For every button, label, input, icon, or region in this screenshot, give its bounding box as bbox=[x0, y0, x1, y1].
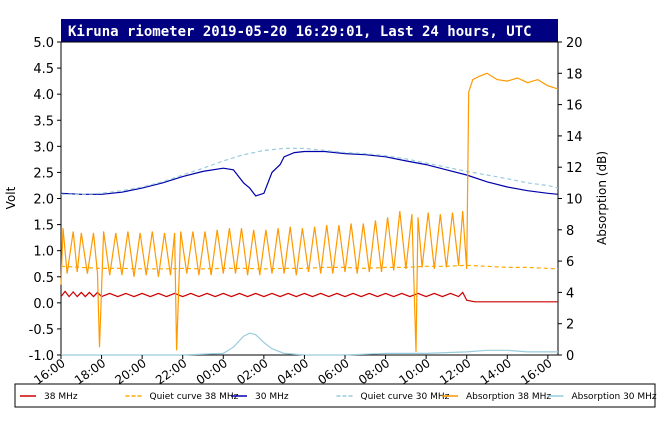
legend: 38 MHz Quiet curve 38 MHz 30 MHz Quiet curv… bbox=[20, 392, 657, 402]
y-tick-label: 0.0 bbox=[33, 297, 54, 312]
x-tick-label: 22:00 bbox=[153, 356, 189, 387]
x-tick-label: 14:00 bbox=[478, 356, 514, 387]
y2-tick-label: 8 bbox=[566, 224, 574, 239]
y-tick-label: -0.5 bbox=[29, 323, 54, 338]
legend-label: 38 MHz bbox=[44, 392, 78, 402]
series-line-absorption-38-mhz bbox=[60, 72, 559, 352]
y2-tick-label: 10 bbox=[566, 193, 583, 208]
y-tick-label: 5.0 bbox=[33, 36, 54, 51]
x-tick-label: 08:00 bbox=[356, 356, 392, 387]
y2-tick-label: 12 bbox=[566, 161, 583, 176]
y2-axis-label: Absorption (dB) bbox=[595, 151, 609, 245]
y-tick-label: 1.0 bbox=[33, 245, 54, 260]
x-tick-label: 18:00 bbox=[72, 356, 108, 387]
y2-tick-label: 14 bbox=[566, 130, 583, 145]
y-tick-label: 4.5 bbox=[33, 62, 54, 77]
x-tick-label: 06:00 bbox=[315, 356, 351, 387]
y-tick-label: 2.5 bbox=[33, 166, 54, 181]
series-line-38-mhz bbox=[60, 290, 558, 303]
legend-label: Quiet curve 38 MHz bbox=[150, 392, 239, 402]
title-bar bbox=[61, 19, 558, 42]
legend-box bbox=[14, 383, 656, 408]
y2-tick-label: 0 bbox=[566, 349, 574, 364]
y2-tick-label: 18 bbox=[566, 67, 583, 82]
legend-label: 30 MHz bbox=[255, 392, 289, 402]
y-tick-label: -1.0 bbox=[29, 349, 54, 364]
x-tick-label: 16:00 bbox=[518, 356, 554, 387]
x-tick-label: 02:00 bbox=[234, 356, 270, 387]
x-tick-label: 12:00 bbox=[437, 356, 473, 387]
y-tick-label: 3.5 bbox=[33, 114, 54, 129]
plot-frame bbox=[60, 41, 559, 356]
y-axis-label: Volt bbox=[4, 186, 18, 209]
y-tick-label: 3.0 bbox=[33, 140, 54, 155]
y2-tick-label: 20 bbox=[566, 36, 583, 51]
series-line-absorption-30-mhz bbox=[61, 332, 558, 356]
y2-tick-label: 2 bbox=[566, 318, 574, 333]
y-tick-label: 4.0 bbox=[33, 88, 54, 103]
series-line-quiet-curve-30-mhz bbox=[61, 147, 559, 195]
chart-title: Kiruna riometer 2019-05-20 16:29:01, Las… bbox=[68, 24, 532, 40]
x-tick-label: 00:00 bbox=[194, 356, 230, 387]
x-tick-label: 04:00 bbox=[275, 356, 311, 387]
x-tick-label: 20:00 bbox=[112, 356, 148, 387]
series-line-30-mhz bbox=[60, 150, 559, 197]
y-tick-label: 2.0 bbox=[33, 193, 54, 208]
legend-label: Absorption 38 MHz bbox=[466, 392, 551, 402]
legend-label: Quiet curve 30 MHz bbox=[361, 392, 450, 402]
y-tick-label: 0.5 bbox=[33, 271, 54, 286]
y2-tick-label: 16 bbox=[566, 99, 583, 114]
x-tick-label: 10:00 bbox=[396, 356, 432, 387]
series-layer bbox=[60, 72, 559, 356]
y2-tick-label: 6 bbox=[566, 255, 574, 270]
y2-tick-label: 4 bbox=[566, 286, 574, 301]
legend-label: Absorption 30 MHz bbox=[572, 392, 657, 402]
y-tick-label: 1.5 bbox=[33, 219, 54, 234]
